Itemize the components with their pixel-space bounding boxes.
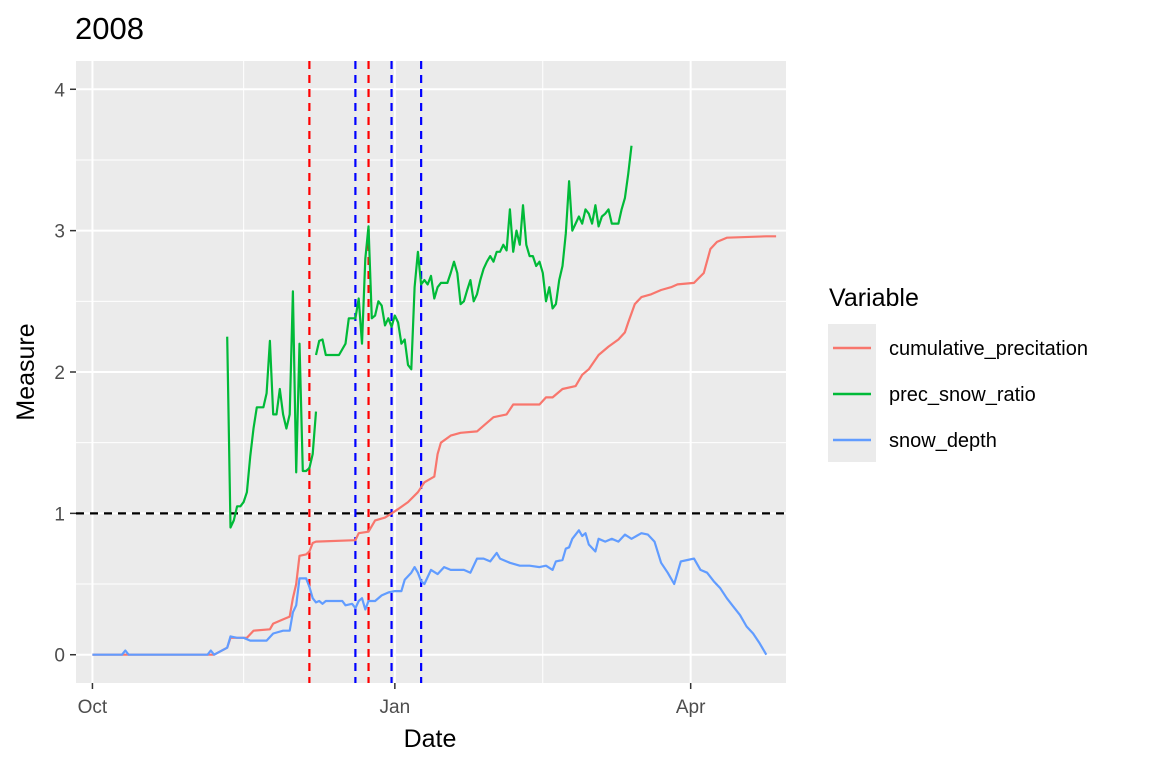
x-axis-title: Date (404, 725, 457, 753)
y-tick-label: 1 (54, 504, 65, 525)
axes: 0 1 2 3 4 Oct Jan Apr (54, 80, 706, 718)
y-tick-label: 3 (54, 222, 65, 243)
y-axis-title: Measure (12, 323, 40, 420)
series-line-prec-snow-ratio (314, 145, 633, 371)
series-line-prec-snow-ratio (226, 290, 318, 529)
legend: Variable cumulative_precitation prec_snow… (828, 284, 1088, 462)
y-tick-label: 4 (54, 80, 65, 101)
legend-items: cumulative_precitation prec_snow_ratiosno… (833, 338, 1088, 452)
legend-label: snow_depth (889, 430, 997, 452)
y-tick-label: 0 (54, 646, 65, 667)
series-line-snow-depth (92, 529, 768, 656)
series-lines (92, 145, 777, 656)
series-line-cumulative-precitation (92, 235, 777, 656)
chart-title: 2008 (75, 11, 144, 46)
legend-label: cumulative_precitation (889, 338, 1088, 360)
x-tick-label: Apr (676, 697, 706, 718)
legend-label: prec_snow_ratio (889, 384, 1036, 406)
legend-title: Variable (829, 284, 919, 312)
y-tick-label: 2 (54, 363, 65, 384)
x-tick-label: Oct (78, 697, 108, 718)
x-tick-label: Jan (380, 697, 411, 718)
